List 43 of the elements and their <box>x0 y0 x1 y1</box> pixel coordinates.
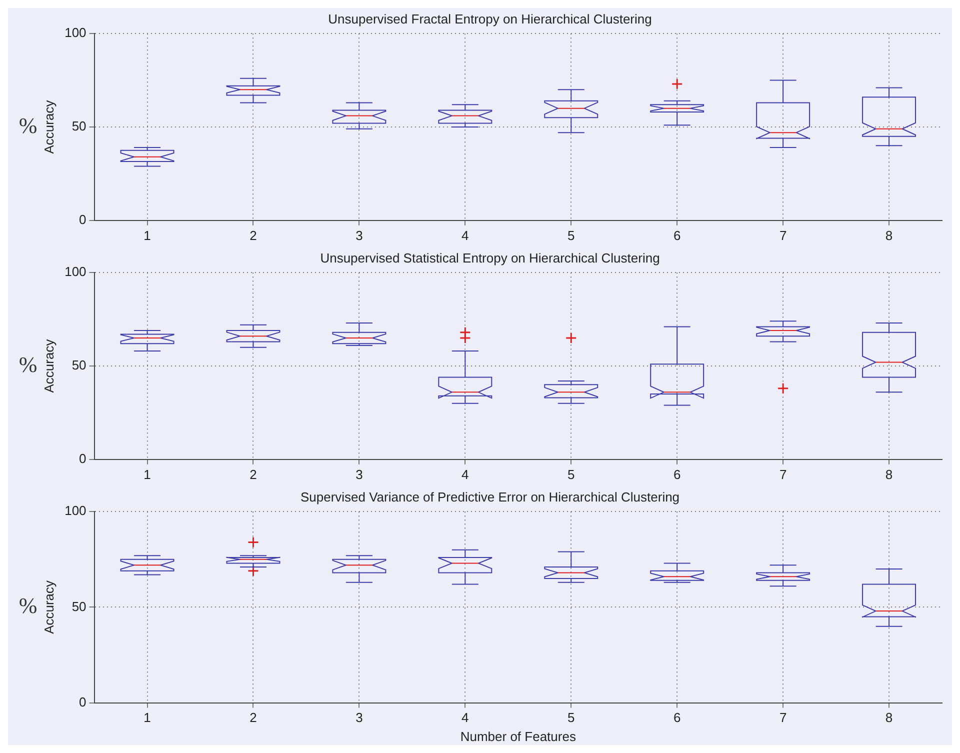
x-tick-label: 3 <box>356 710 363 726</box>
y-axis-title: Accuracy <box>41 580 56 634</box>
x-tick-label: 5 <box>568 228 575 243</box>
x-tick-label: 3 <box>356 228 363 243</box>
y-tick-label: 100 <box>64 264 86 280</box>
y-tick-label: 100 <box>64 25 86 40</box>
x-tick-label: 8 <box>885 228 893 243</box>
text: % <box>18 112 38 138</box>
y-tick-label: 50 <box>72 118 86 134</box>
x-tick-label: 4 <box>462 466 469 482</box>
y-tick-label: 0 <box>79 694 86 710</box>
x-tick-label: 3 <box>356 466 363 482</box>
x-tick-label: 8 <box>885 710 893 726</box>
y-tick-label: 50 <box>72 358 86 373</box>
x-tick-label: 1 <box>144 228 151 243</box>
chart-title: Supervised Variance of Predictive Error on Hierarchical Clustering <box>300 489 680 504</box>
y-tick-label: 100 <box>64 503 86 518</box>
x-tick-label: 1 <box>144 710 151 726</box>
x-tick-label: 7 <box>779 710 787 726</box>
y-axis-title: Accuracy <box>41 338 56 393</box>
x-tick-label: 2 <box>250 228 257 243</box>
text: % <box>18 592 38 618</box>
x-tick-label: 8 <box>885 466 893 482</box>
x-tick-label: 2 <box>250 466 257 482</box>
x-tick-label: 1 <box>144 466 151 482</box>
x-tick-label: 2 <box>250 710 257 726</box>
x-tick-label: 5 <box>568 710 575 726</box>
x-tick-label: 7 <box>779 466 787 482</box>
y-axis-title: Accuracy <box>41 100 56 154</box>
y-tick-label: 50 <box>72 598 86 614</box>
x-axis-title: Number of Features <box>460 728 576 744</box>
x-tick-label: 7 <box>779 228 787 243</box>
x-tick-label: 6 <box>673 466 681 482</box>
y-tick-label: 0 <box>79 450 86 466</box>
text: % <box>18 352 38 377</box>
x-tick-label: 5 <box>568 466 575 482</box>
y-tick-label: 0 <box>79 212 86 227</box>
x-tick-label: 4 <box>462 710 469 726</box>
x-tick-label: 6 <box>673 228 681 243</box>
chart-title: Unsupervised Statistical Entropy on Hierarchical Clustering <box>320 250 660 266</box>
x-tick-label: 6 <box>673 710 681 726</box>
chart-title: Unsupervised Fractal Entropy on Hierarchical Clustering <box>328 11 652 26</box>
x-tick-label: 4 <box>462 228 469 243</box>
